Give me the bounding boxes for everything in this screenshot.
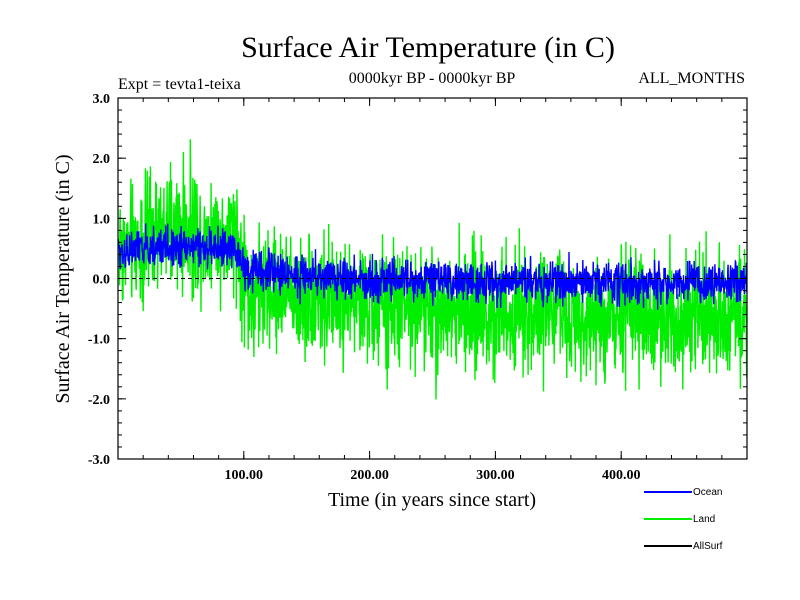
plot-area: -3.0 -2.0 -1.0 0.0 1.0 2.0 3.0 100.00 200.00 300.… — [88, 92, 748, 483]
y-axis-label: Surface Air Temperature (in C) — [52, 154, 74, 403]
x-tick-label: 400.00 — [602, 468, 641, 483]
legend: Ocean Land AllSurf — [644, 487, 723, 552]
legend-label-allsurf: AllSurf — [693, 541, 723, 552]
legend-label-land: Land — [693, 514, 715, 525]
x-tick-label: 100.00 — [225, 468, 264, 483]
y-tick-label: -3.0 — [88, 453, 110, 468]
y-tick-label: 2.0 — [93, 152, 111, 167]
experiment-label: Expt = tevta1-teixa — [118, 76, 241, 93]
x-tick-label: 200.00 — [350, 468, 389, 483]
x-tick-label: 300.00 — [476, 468, 515, 483]
chart-title: Surface Air Temperature (in C) — [241, 31, 615, 64]
period-label: 0000kyr BP - 0000kyr BP — [349, 70, 516, 87]
y-tick-label: -1.0 — [88, 333, 110, 348]
series-line-ocean — [118, 223, 747, 310]
y-tick-label: 1.0 — [93, 212, 111, 227]
y-tick-label: 0.0 — [93, 273, 111, 288]
y-tick-label: 3.0 — [93, 92, 111, 107]
legend-label-ocean: Ocean — [693, 487, 722, 498]
y-tick-label: -2.0 — [88, 393, 110, 408]
months-label: ALL_MONTHS — [638, 70, 745, 87]
x-axis-label: Time (in years since start) — [328, 489, 536, 511]
